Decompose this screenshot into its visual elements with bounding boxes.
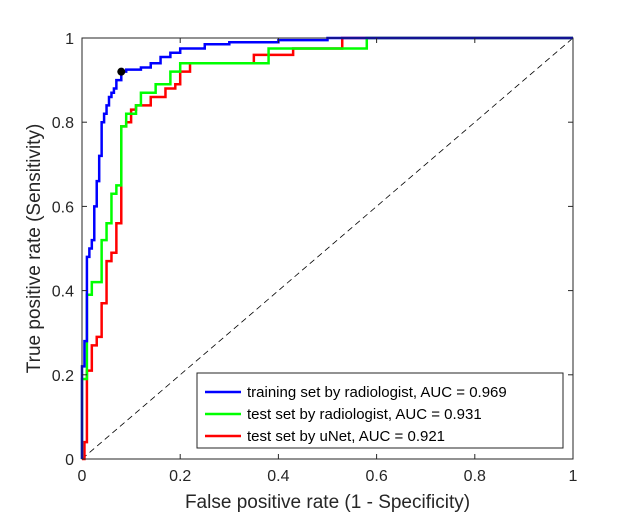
roc-curve-series-1 bbox=[80, 36, 573, 459]
axes-layer bbox=[81, 37, 574, 460]
axes-box bbox=[81, 37, 574, 460]
legend: training set by radiologist, AUC = 0.969… bbox=[196, 372, 564, 449]
legend-entry-label: test set by uNet, AUC = 0.921 bbox=[247, 428, 445, 445]
y-tick-label: 0.2 bbox=[52, 368, 74, 385]
y-tick-label: 1 bbox=[65, 31, 74, 48]
x-tick-label: 0.2 bbox=[169, 468, 191, 485]
reference-diagonal-line bbox=[81, 37, 574, 460]
y-tick-label: 0.8 bbox=[52, 115, 74, 132]
reference-line-layer bbox=[81, 37, 574, 460]
x-tick-label: 0 bbox=[78, 468, 87, 485]
roc-curve-series-2 bbox=[80, 36, 573, 459]
y-tick-label: 0.6 bbox=[52, 199, 74, 216]
y-tick-label: 0.4 bbox=[52, 284, 74, 301]
x-tick-label: 0.6 bbox=[365, 468, 387, 485]
y-tick-label: 0 bbox=[65, 452, 74, 469]
x-tick-label: 0.4 bbox=[267, 468, 289, 485]
x-tick-label: 1 bbox=[569, 468, 578, 485]
legend-box bbox=[196, 372, 564, 449]
operating-point-layer bbox=[117, 67, 126, 76]
ticks-layer: 0 0.2 0.4 0.6 0.8 1 0 0.2 0.4 0.6 0.8 1 bbox=[52, 31, 578, 485]
operating-point-marker bbox=[117, 67, 126, 76]
legend-entry-label: training set by radiologist, AUC = 0.969 bbox=[247, 384, 507, 401]
y-axis-label: True positive rate (Sensitivity) bbox=[24, 124, 45, 374]
series-layer bbox=[80, 36, 573, 461]
x-tick-label: 0.8 bbox=[464, 468, 486, 485]
legend-entry-label: test set by radiologist, AUC = 0.931 bbox=[247, 406, 482, 423]
x-axis-label: False positive rate (1 - Specificity) bbox=[185, 492, 470, 513]
